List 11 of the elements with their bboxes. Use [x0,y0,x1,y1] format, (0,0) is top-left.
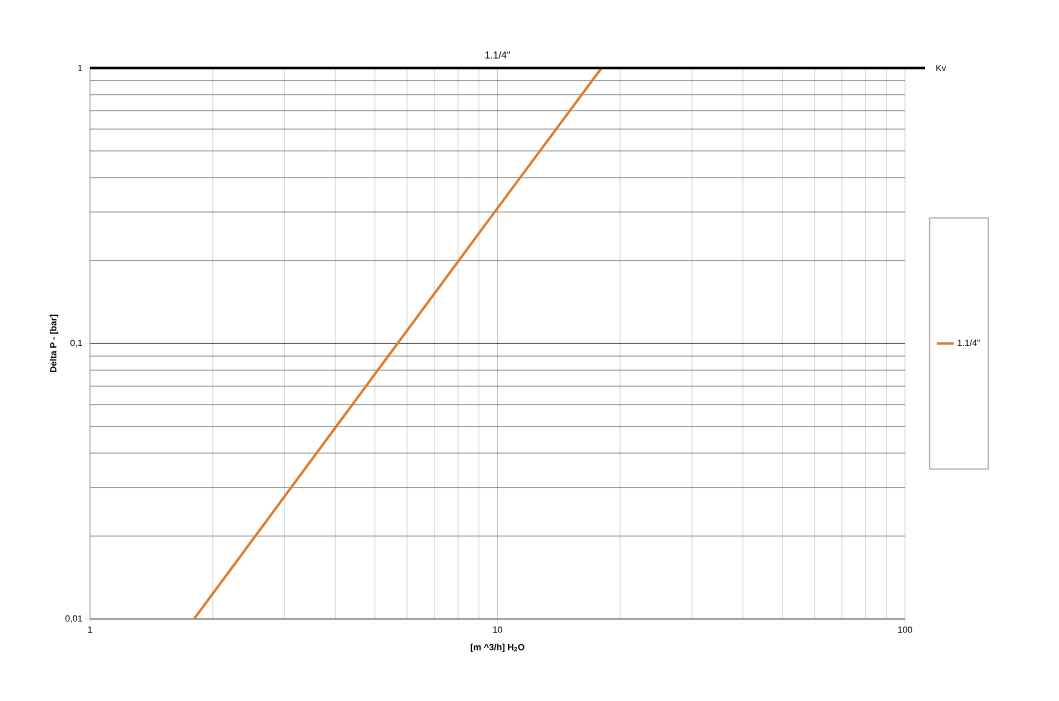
x-axis-title: [m ^3/h] H$_{2}$O [470,643,525,653]
x-tick-label: 1 [88,626,93,633]
x-tick-label: 10 [493,626,503,633]
chart-title: 1.1/4" [485,51,510,59]
y-axis-title: Delta P - [bar] [49,314,59,373]
y-tick-label: 0,1 [70,339,83,348]
y-tick-label: 0,01 [65,615,83,623]
x-tick-label: 100 [898,626,913,633]
ref-line-label: Kv [936,64,947,72]
legend-label: 1.1/4" [957,339,980,347]
y-tick-label: 1 [78,64,83,72]
